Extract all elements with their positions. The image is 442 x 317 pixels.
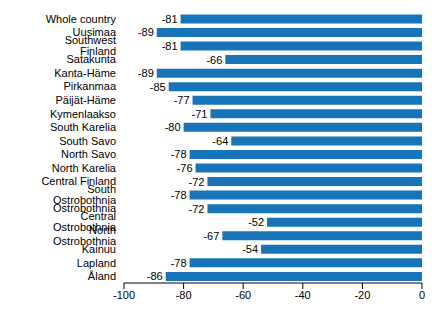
svg-text:Satakunta: Satakunta <box>66 53 116 65</box>
svg-text:Whole country: Whole country <box>46 13 117 25</box>
svg-text:Kainuu: Kainuu <box>82 243 116 255</box>
svg-text:-89: -89 <box>138 26 154 38</box>
svg-text:-20: -20 <box>354 289 370 301</box>
svg-text:North Savo: North Savo <box>61 148 116 160</box>
svg-text:-85: -85 <box>150 81 166 93</box>
svg-text:-72: -72 <box>189 203 205 215</box>
svg-text:-78: -78 <box>171 148 187 160</box>
svg-text:-76: -76 <box>177 162 193 174</box>
svg-text:-66: -66 <box>206 54 222 66</box>
svg-text:-72: -72 <box>189 176 205 188</box>
svg-text:-60: -60 <box>235 289 251 301</box>
svg-text:-54: -54 <box>242 243 258 255</box>
svg-text:-67: -67 <box>203 230 219 242</box>
svg-text:South Karelia: South Karelia <box>50 121 117 133</box>
svg-text:-100: -100 <box>113 289 135 301</box>
svg-text:-80: -80 <box>176 289 192 301</box>
svg-text:North Karelia: North Karelia <box>52 162 117 174</box>
svg-text:-86: -86 <box>147 270 163 282</box>
svg-text:-71: -71 <box>192 108 208 120</box>
svg-text:-80: -80 <box>165 121 181 133</box>
svg-text:-77: -77 <box>174 94 190 106</box>
svg-text:Päijät-Häme: Päijät-Häme <box>55 94 116 106</box>
svg-text:-89: -89 <box>138 67 154 79</box>
svg-text:Kymenlaakso: Kymenlaakso <box>50 108 116 120</box>
svg-text:Kanta-Häme: Kanta-Häme <box>54 67 116 79</box>
svg-text:-81: -81 <box>162 40 178 52</box>
svg-text:-78: -78 <box>171 257 187 269</box>
svg-text:-81: -81 <box>162 13 178 25</box>
svg-text:Pirkanmaa: Pirkanmaa <box>63 80 116 92</box>
svg-text:-52: -52 <box>248 216 264 228</box>
svg-text:-64: -64 <box>212 135 228 147</box>
svg-text:-78: -78 <box>171 189 187 201</box>
svg-text:Lapland: Lapland <box>77 257 116 269</box>
svg-text:South Savo: South Savo <box>59 135 116 147</box>
svg-text:0: 0 <box>419 289 425 301</box>
svg-text:-40: -40 <box>295 289 311 301</box>
svg-text:Åland: Åland <box>88 270 116 282</box>
